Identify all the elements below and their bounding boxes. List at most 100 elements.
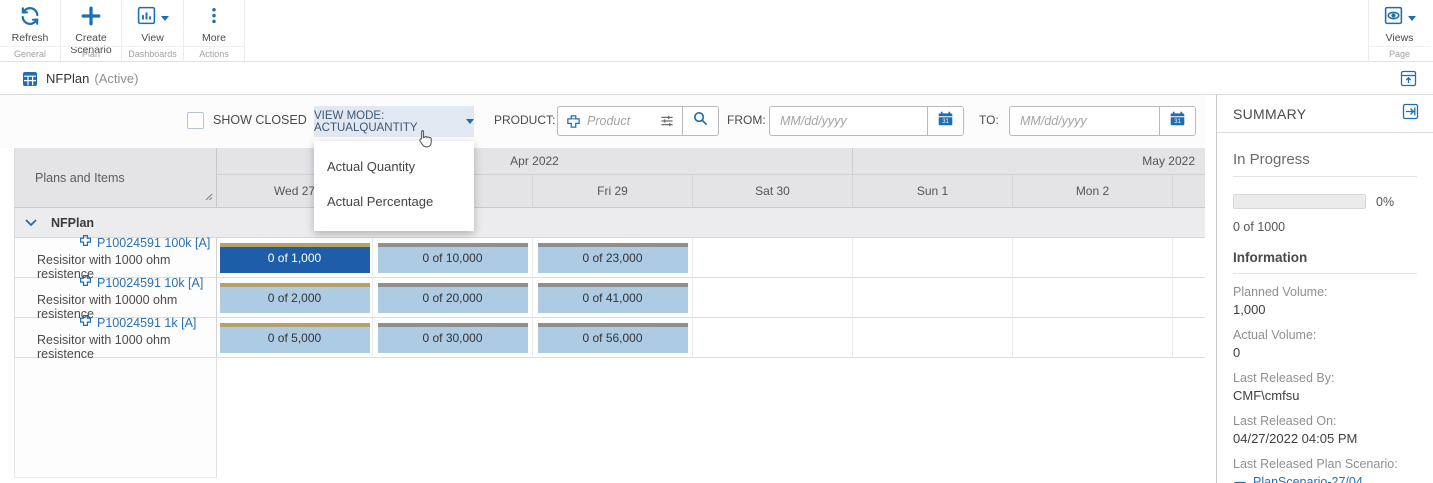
show-closed-checkbox[interactable] (187, 112, 204, 129)
item-link[interactable]: P10024591 100k [A] (97, 236, 211, 250)
status-bar (537, 242, 688, 247)
to-calendar-button[interactable]: 31 (1159, 107, 1195, 135)
status-bar (219, 282, 370, 287)
status-bar (537, 282, 688, 287)
quantity-cell: 0 of 5,000 (217, 318, 373, 358)
plans-column-empty-area (14, 358, 217, 478)
from-date-field-group: 31 (769, 106, 964, 136)
item-description: Resisitor with 1000 ohm resistence (37, 333, 171, 361)
item-link[interactable]: P10024591 1k [A] (97, 316, 197, 330)
toolbar-group-plan: Create Scenario Plan (61, 0, 122, 62)
empty-cell[interactable] (693, 238, 853, 278)
plan-title: NFPlan (46, 71, 90, 86)
month-header-apr: Apr 2022 (217, 148, 853, 175)
plan-tab-bar: NFPlan (Active) (0, 63, 1433, 95)
status-bar (537, 322, 688, 327)
product-icon (79, 234, 92, 252)
quantity-block[interactable]: 0 of 41,000 (537, 282, 688, 313)
view-mode-label: VIEW MODE: ACTUALQUANTITY (314, 109, 418, 134)
group-caption-page: Page (1369, 46, 1430, 62)
to-label: TO: (979, 113, 999, 127)
from-label: FROM: (727, 113, 766, 127)
group-caption-plan: Plan (61, 46, 121, 62)
status-bar (377, 282, 528, 287)
empty-cell[interactable] (693, 278, 853, 318)
quantity-block[interactable]: 0 of 56,000 (537, 322, 688, 353)
empty-cell (1173, 278, 1205, 318)
eye-icon (1383, 5, 1404, 31)
expand-panel-icon[interactable] (1400, 70, 1417, 92)
quantity-cell: 0 of 56,000 (533, 318, 693, 358)
item-description: Resisitor with 1000 ohm resistence (37, 253, 171, 281)
quantity-block[interactable]: 0 of 23,000 (537, 242, 688, 273)
view-mode-dropdown-button[interactable]: VIEW MODE: ACTUALQUANTITY (314, 106, 474, 137)
views-button[interactable]: Views (1369, 0, 1430, 46)
product-input[interactable] (587, 114, 659, 128)
month-header-may: May 2022 (853, 148, 1205, 175)
group-row-nfplan[interactable]: NFPlan (14, 208, 1205, 238)
collapse-panel-icon[interactable] (1402, 103, 1419, 125)
product-search-button[interactable] (682, 107, 718, 135)
empty-cell[interactable] (693, 318, 853, 358)
quantity-cell: 0 of 1,000 (217, 238, 373, 278)
empty-cell[interactable] (853, 318, 1013, 358)
column-resize-handle[interactable] (203, 190, 213, 204)
empty-cell[interactable] (853, 278, 1013, 318)
item-link[interactable]: P10024591 10k [A] (97, 276, 204, 290)
day-header: Sun 1 (853, 175, 1013, 208)
toolbar-group-actions: More Actions (184, 0, 245, 62)
toolbar-group-general: Refresh General (0, 0, 61, 62)
view-button[interactable]: View (122, 0, 183, 46)
empty-cell[interactable] (1013, 318, 1173, 358)
from-date-input[interactable] (770, 114, 927, 128)
group-caption-actions: Actions (184, 46, 244, 62)
info-field: Planned Volume: 1,000 (1233, 285, 1328, 317)
menu-item-actual-quantity[interactable]: Actual Quantity (327, 159, 416, 174)
quantity-cell: 0 of 10,000 (373, 238, 533, 278)
quantity-block[interactable]: 0 of 2,000 (219, 282, 370, 313)
day-header: Mon 2 (1013, 175, 1173, 208)
chevron-down-icon[interactable] (25, 218, 37, 228)
to-date-field-group: 31 (1009, 106, 1196, 136)
views-label: Views (1385, 32, 1414, 44)
toolbar: Refresh General Create Scenario Plan (0, 0, 1433, 62)
quantity-block[interactable]: 0 of 20,000 (377, 282, 528, 313)
table-row: P10024591 1k [A] Resisitor with 1000 ohm… (14, 315, 1205, 361)
item-description: Resisitor with 10000 ohm resistence (37, 293, 178, 321)
empty-cell[interactable] (1013, 238, 1173, 278)
plans-and-items-header: Plans and Items (14, 148, 217, 208)
more-button[interactable]: More (184, 0, 244, 46)
create-scenario-button[interactable]: Create Scenario (61, 0, 121, 56)
empty-cell (1173, 238, 1205, 278)
group-caption-dashboards: Dashboards (122, 46, 183, 62)
refresh-button[interactable]: Refresh (0, 0, 60, 46)
info-field: Last Released On: 04/27/2022 04:05 PM (1233, 414, 1358, 446)
quantity-block[interactable]: 0 of 5,000 (219, 322, 370, 353)
from-calendar-button[interactable]: 31 (927, 107, 963, 135)
summary-panel: SUMMARY In Progress 0% 0 of 1000 Informa… (1216, 95, 1433, 483)
progress-count: 0 of 1000 (1233, 220, 1286, 234)
scenario-link[interactable]: PlanScenario-27/04 Afternoon (1233, 475, 1417, 483)
group-row-label: NFPlan (51, 215, 95, 230)
quantity-block[interactable]: 0 of 10,000 (377, 242, 528, 273)
product-field-group (557, 106, 719, 136)
plan-status: (Active) (94, 71, 139, 86)
menu-item-actual-percentage[interactable]: Actual Percentage (327, 194, 434, 209)
plan-item-cell: P10024591 1k [A] Resisitor with 1000 ohm… (14, 315, 217, 361)
ellipsis-icon (204, 5, 224, 32)
toolbar-group-page: Views Page (1368, 0, 1430, 62)
table-row: P10024591 10k [A] Resisitor with 10000 o… (14, 275, 1205, 321)
svg-text:31: 31 (1174, 119, 1181, 125)
quantity-cell: 0 of 23,000 (533, 238, 693, 278)
mouse-cursor (416, 129, 433, 153)
filter-options-icon[interactable] (659, 113, 675, 129)
scenario-label: Last Released Plan Scenario: (1233, 457, 1398, 471)
quantity-block[interactable]: 0 of 1,000 (219, 242, 370, 273)
view-mode-dropdown-menu: Actual Quantity Actual Percentage (314, 141, 474, 231)
to-date-input[interactable] (1010, 114, 1159, 128)
scenario-icon (22, 71, 38, 87)
quantity-block[interactable]: 0 of 30,000 (377, 322, 528, 353)
empty-cell[interactable] (1013, 278, 1173, 318)
empty-cell[interactable] (853, 238, 1013, 278)
